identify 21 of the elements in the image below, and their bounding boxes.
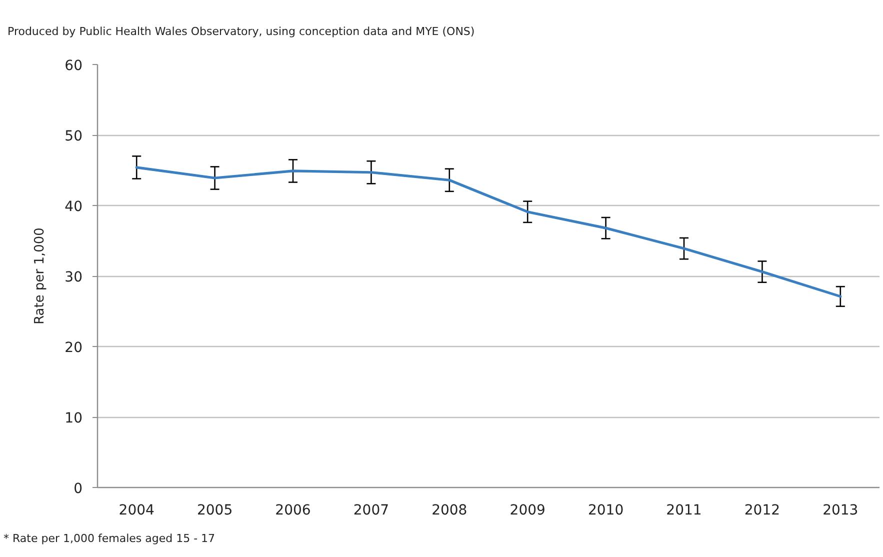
y-tick-label: 10	[64, 410, 83, 426]
y-tick-label: 60	[64, 58, 83, 74]
x-tick-label: 2011	[666, 502, 702, 518]
y-tick-label: 40	[64, 199, 83, 215]
x-tick-label: 2010	[588, 502, 624, 518]
y-tick-label: 50	[64, 128, 83, 144]
y-axis-title: Rate per 1,000	[32, 228, 48, 324]
x-tick-label: 2013	[822, 502, 858, 518]
y-tick-label: 0	[74, 481, 83, 497]
text: * Rate per 1,000 females aged 15 - 17	[4, 532, 216, 545]
y-tick-label: 30	[64, 270, 83, 286]
x-tick-label: 2007	[353, 502, 390, 518]
x-tick-label: 2005	[196, 502, 233, 518]
x-tick-label: 2012	[744, 502, 780, 518]
x-tick-label: 2009	[510, 502, 546, 518]
x-tick-label: 2004	[118, 502, 155, 518]
y-tick-label: 20	[64, 340, 83, 356]
line-series	[135, 166, 842, 298]
x-tick-label: 2006	[275, 502, 311, 518]
x-tick-label: 2008	[432, 502, 468, 518]
text: Produced by Public Health Wales Observatory, using conception data and MYE (ONS)	[8, 25, 475, 38]
